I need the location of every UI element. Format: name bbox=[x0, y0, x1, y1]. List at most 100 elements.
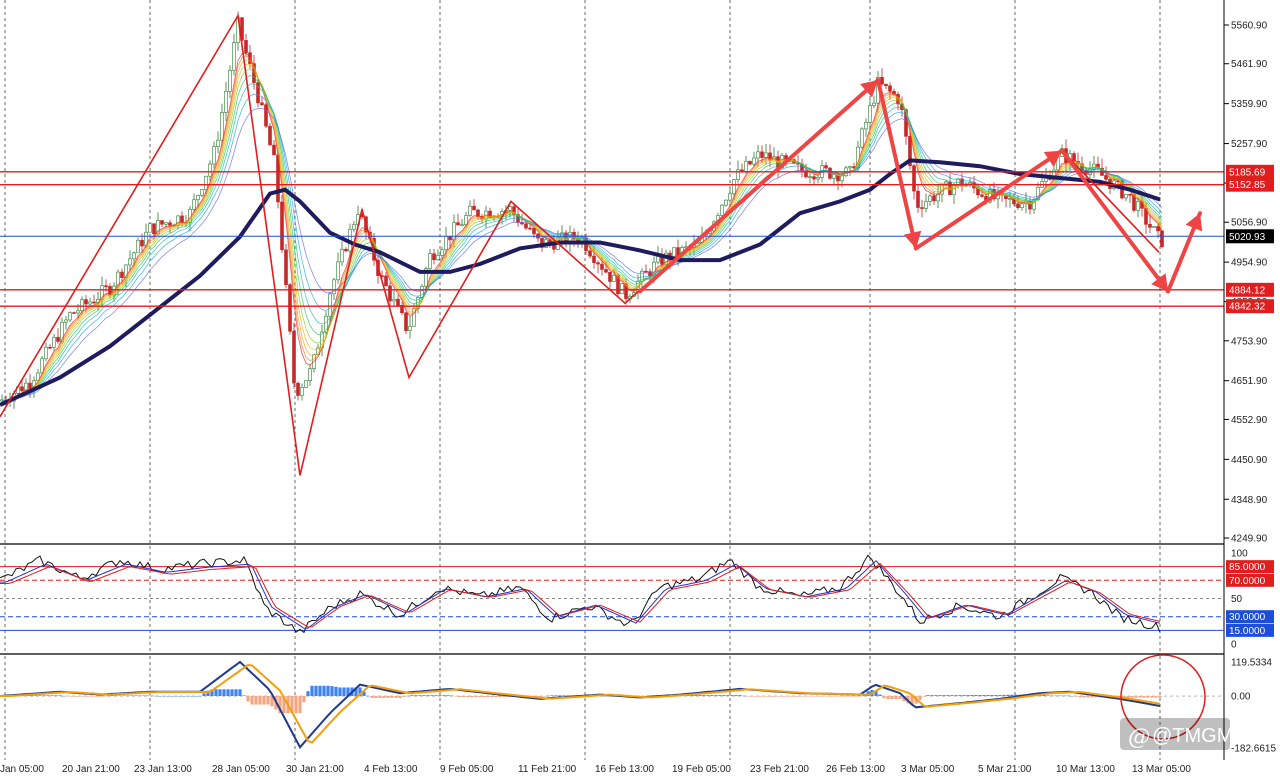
macd-histogram-bar bbox=[154, 695, 158, 697]
macd-histogram-bar bbox=[362, 691, 366, 697]
stochastic-panel[interactable]: 100 50 0 85.0000 70.0000 30.0000 15.0000 bbox=[0, 546, 1274, 654]
macd-histogram-bar bbox=[494, 696, 498, 698]
macd-histogram-bar bbox=[270, 696, 274, 707]
macd-histogram-bar bbox=[782, 696, 786, 697]
candle-body bbox=[308, 368, 312, 381]
candle-body bbox=[136, 239, 140, 254]
arrow-shaft bbox=[914, 148, 1064, 251]
price-tick-label: 4954.90 bbox=[1231, 258, 1268, 269]
macd-histogram-bar bbox=[890, 696, 894, 700]
macd-histogram-bar bbox=[770, 696, 774, 697]
candle-body bbox=[476, 209, 480, 217]
macd-histogram-bar bbox=[326, 685, 330, 697]
candle-body bbox=[760, 151, 764, 158]
candle-body bbox=[408, 325, 412, 331]
candle-body bbox=[620, 283, 624, 295]
macd-histogram-bar bbox=[1074, 696, 1078, 697]
stochastic-tick-label: 50 bbox=[1231, 594, 1243, 605]
price-level-labels: 5185.69 5152.85 4884.12 4842.32 bbox=[1226, 164, 1274, 314]
macd-histogram-bar bbox=[706, 695, 710, 697]
macd-histogram-bar bbox=[278, 696, 282, 714]
candle-body bbox=[280, 201, 284, 251]
macd-histogram-bar bbox=[710, 695, 714, 697]
macd-histogram-bar bbox=[250, 696, 254, 705]
macd-histogram-bar bbox=[230, 689, 234, 697]
macd-histogram-bar bbox=[234, 689, 238, 697]
time-tick-label: 13 Mar 05:00 bbox=[1132, 764, 1191, 775]
macd-histogram-bar bbox=[774, 696, 778, 697]
price-panel[interactable]: 5560.905461.905359.905257.905156.905056.… bbox=[0, 0, 1274, 545]
candle-body bbox=[452, 222, 456, 241]
macd-histogram-bar bbox=[558, 695, 562, 697]
macd-histogram-bar bbox=[790, 696, 794, 697]
macd-histogram-bar bbox=[338, 687, 342, 697]
stochastic-level-box bbox=[1226, 560, 1274, 574]
macd-histogram-bar bbox=[458, 696, 462, 698]
macd-histogram-bar bbox=[262, 696, 266, 705]
arrow-head bbox=[1043, 150, 1062, 167]
arrow-head bbox=[1185, 213, 1203, 232]
candle-body bbox=[300, 387, 304, 396]
candle-body bbox=[44, 346, 48, 360]
macd-histogram-bar bbox=[62, 695, 66, 697]
macd-histogram-bar bbox=[474, 696, 478, 698]
macd-histogram-bar bbox=[258, 696, 262, 705]
macd-histogram-bar bbox=[794, 696, 798, 697]
candle-body bbox=[344, 248, 348, 252]
candle-body bbox=[232, 42, 236, 71]
macd-histogram-bar bbox=[94, 696, 98, 697]
macd-histogram-bar bbox=[142, 695, 146, 697]
macd-histogram-bar bbox=[1086, 696, 1090, 698]
candle-body bbox=[600, 263, 604, 270]
macd-histogram-bar bbox=[306, 691, 310, 697]
macd-histogram-bar bbox=[482, 696, 486, 698]
macd-histogram-bar bbox=[958, 695, 962, 697]
macd-histogram-bar bbox=[822, 696, 826, 697]
candle-body bbox=[1104, 175, 1108, 180]
candle-body bbox=[396, 298, 400, 306]
candle-body bbox=[460, 224, 464, 227]
highlight-circle bbox=[1120, 654, 1206, 740]
long-moving-average bbox=[0, 158, 1161, 407]
macd-histogram-bar bbox=[46, 695, 50, 697]
price-tick-label: 5461.90 bbox=[1231, 59, 1268, 70]
candle-body bbox=[292, 330, 296, 384]
macd-histogram-bar bbox=[1066, 695, 1070, 697]
macd-histogram-bar bbox=[1142, 696, 1146, 698]
candle-body bbox=[868, 105, 872, 123]
macd-histogram-bar bbox=[290, 696, 294, 714]
candle-body bbox=[860, 128, 864, 148]
candle-body bbox=[76, 310, 80, 314]
candle-body bbox=[912, 165, 916, 192]
price-tick-label: 5560.90 bbox=[1231, 21, 1268, 32]
macd-histogram-bar bbox=[226, 689, 230, 697]
candle-body bbox=[64, 319, 68, 323]
macd-histogram-bar bbox=[962, 695, 966, 697]
candle-body bbox=[1136, 201, 1140, 211]
macd-panel[interactable]: 119.5334 0.00 -182.6615 bbox=[0, 654, 1276, 760]
macd-histogram-bar bbox=[734, 695, 738, 697]
candle-body bbox=[764, 152, 768, 158]
macd-histogram-bar bbox=[190, 696, 194, 697]
level-label-text: 4884.12 bbox=[1229, 285, 1266, 296]
macd-histogram-bar bbox=[322, 685, 326, 697]
macd-histogram-bar bbox=[406, 695, 410, 697]
level-label-text: 4842.32 bbox=[1229, 302, 1266, 313]
macd-histogram-bar bbox=[118, 695, 122, 697]
macd-histogram-bar bbox=[998, 695, 1002, 697]
macd-histogram-bar bbox=[954, 695, 958, 697]
candle-body bbox=[588, 250, 592, 257]
candle-body bbox=[140, 239, 144, 247]
candle-body bbox=[400, 305, 404, 314]
macd-histogram-bar bbox=[738, 695, 742, 697]
macd-histogram-bar bbox=[1158, 696, 1162, 698]
threads-icon: @ bbox=[1128, 725, 1150, 750]
candle-body bbox=[88, 301, 92, 305]
candle-body bbox=[224, 91, 228, 113]
macd-histogram-bar bbox=[470, 696, 474, 698]
macd-histogram-bar bbox=[1070, 695, 1074, 697]
macd-histogram-bar bbox=[566, 695, 570, 697]
macd-histogram-bar bbox=[450, 695, 454, 697]
